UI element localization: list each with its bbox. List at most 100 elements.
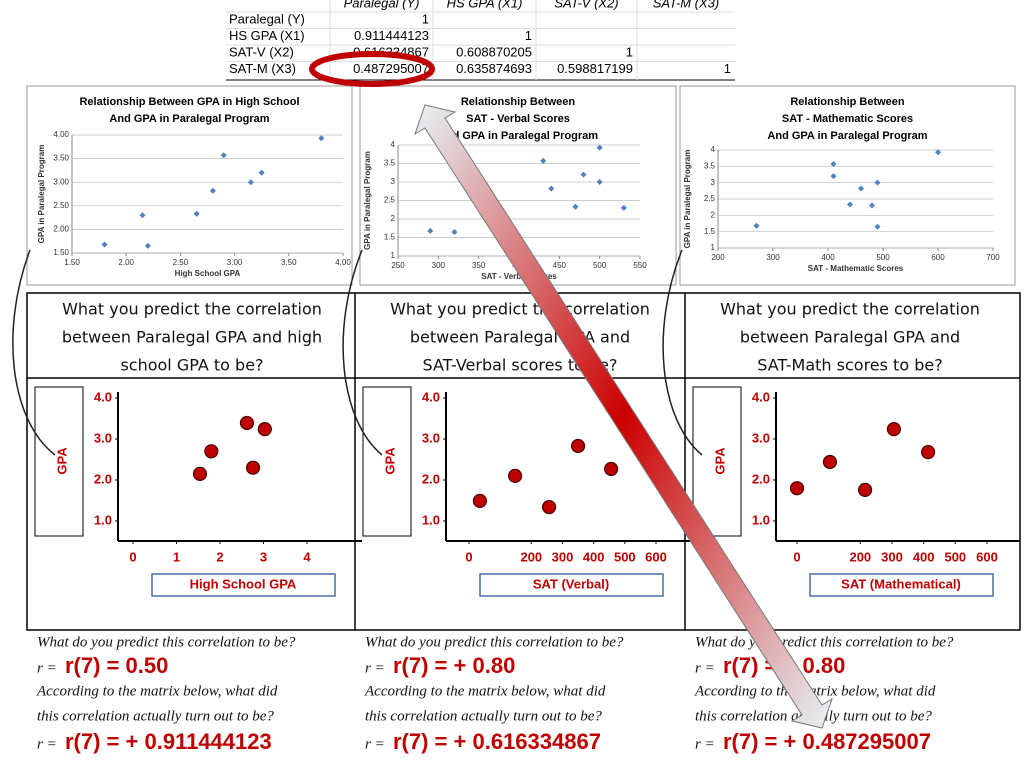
x-tick-label: 1 — [173, 549, 180, 564]
column-header: SAT-V (X2) — [554, 0, 618, 10]
question: between Paralegal GPA and — [740, 328, 960, 347]
y-tick-label: 3.50 — [53, 154, 69, 163]
prediction-panel: What you predict the correlation between … — [354, 293, 690, 754]
x-tick-label: 300 — [766, 253, 780, 262]
y-tick-label: 3 — [391, 177, 396, 186]
y-tick-label: 4.0 — [752, 389, 770, 404]
data-point — [139, 212, 146, 219]
cell-value: 0.487295007 — [353, 61, 429, 76]
y-tick-label: 2 — [711, 210, 716, 219]
y-tick-label: 1 — [391, 251, 396, 260]
x-tick-label: 550 — [633, 261, 647, 270]
prediction-panels: What you predict the correlation between … — [26, 292, 1021, 754]
data-point — [209, 187, 216, 194]
y-tick-label: 3.0 — [752, 430, 770, 445]
data-point — [245, 460, 261, 475]
prediction-panel: What you predict the correlation between … — [684, 293, 1020, 754]
x-tick-label: 0 — [129, 549, 136, 564]
question: SAT-Math scores to be? — [757, 356, 942, 375]
prompt: What do you predict this correlation to … — [365, 634, 624, 650]
x-tick-label: 500 — [593, 261, 607, 270]
data-point — [318, 135, 325, 142]
prompt: this correlation actually turn out to be… — [37, 708, 274, 724]
y-tick-label: 4.0 — [94, 389, 112, 404]
data-point — [144, 242, 151, 249]
y-tick-label: 1.5 — [384, 233, 396, 242]
x-label-box — [479, 573, 664, 597]
row-label: SAT-M (X3) — [229, 61, 296, 76]
data-point — [258, 169, 265, 176]
data-point — [580, 171, 587, 178]
x-tick-label: 2.00 — [118, 258, 134, 267]
x-tick-label: 500 — [876, 253, 890, 262]
excel-chart: Relationship Between GPA in High School A… — [26, 85, 353, 286]
cell-value: 0.598817199 — [557, 61, 633, 76]
data-point — [789, 481, 805, 496]
y-tick-label: 1.0 — [422, 512, 440, 527]
question: between Paralegal GPA and — [410, 328, 630, 347]
cell-value: 0.911444123 — [354, 28, 429, 43]
chart-frame — [679, 85, 1016, 286]
x-tick-label: 600 — [931, 253, 945, 262]
y-tick-label: 2.0 — [422, 471, 440, 486]
data-point — [204, 444, 219, 459]
data-point — [874, 223, 881, 230]
y-axis-label: GPA — [54, 447, 69, 475]
link-arrow — [414, 104, 833, 729]
data-point — [257, 422, 272, 437]
x-tick-label: 300 — [881, 549, 903, 564]
data-point — [830, 173, 837, 180]
column-header: Paralegal (Y) — [344, 0, 420, 10]
x-tick-label: 300 — [552, 549, 574, 564]
x-tick-label: 400 — [821, 253, 835, 262]
prediction-panel: What you predict the correlation between … — [34, 300, 362, 754]
curved-arrow — [12, 249, 56, 456]
cell-value: 1 — [422, 11, 429, 26]
data-point — [548, 185, 555, 192]
y-tick-label: 4.00 — [53, 130, 69, 139]
data-point — [570, 438, 586, 454]
y-tick-label: 2.5 — [384, 196, 396, 205]
data-point — [508, 468, 523, 483]
chart-frame — [26, 85, 353, 286]
y-tick-label: 3.00 — [53, 177, 69, 186]
y-label-box — [34, 386, 84, 537]
x-axis-label: SAT - Verbal Scores — [481, 272, 557, 281]
actual-answer: r(7) = + 0.911444123 — [65, 729, 272, 754]
correlation-matrix: Paralegal (Y) HS GPA (X1) SAT-V (X2) SAT-M … — [226, 0, 735, 81]
y-axis-label: GPA in Paralegal Program — [683, 150, 692, 249]
y-tick-label: 3.0 — [94, 430, 112, 445]
question: What you predict the correlation — [62, 300, 322, 319]
x-tick-label: 200 — [711, 253, 725, 262]
data-point — [869, 202, 875, 209]
data-point — [857, 482, 873, 497]
chart-title: And GPA in Paralegal Program — [109, 113, 269, 125]
y-tick-label: 3.0 — [422, 430, 440, 445]
data-point — [472, 493, 488, 509]
data-point — [427, 227, 434, 234]
data-point — [753, 222, 760, 229]
row-label: Paralegal (Y) — [229, 11, 305, 26]
y-tick-label: 2.50 — [53, 201, 69, 210]
data-point — [874, 179, 881, 186]
y-tick-label: 2.0 — [94, 471, 112, 486]
x-tick-label: 2.50 — [173, 258, 189, 267]
chart-title: SAT - Verbal Scores — [466, 113, 570, 125]
cell-value: 0.608870205 — [456, 44, 532, 59]
answer-prefix: r = — [37, 660, 57, 676]
y-tick-label: 2.5 — [704, 194, 716, 203]
x-tick-label: 2 — [216, 549, 223, 564]
data-point — [540, 157, 547, 164]
x-tick-label: 200 — [520, 549, 542, 564]
prompt: this correlation actually turn out to be… — [365, 708, 602, 724]
overlay — [12, 51, 833, 729]
prompt: What do you predict this correlation to … — [37, 634, 296, 650]
data-point — [596, 179, 603, 185]
question: What you predict the correlation — [390, 300, 650, 319]
question: school GPA to be? — [120, 356, 263, 375]
answer-prefix: r = — [365, 736, 385, 752]
y-tick-label: 2.00 — [53, 225, 69, 234]
answer-prefix: r = — [37, 736, 57, 752]
predicted-answer: r(7) = 0.50 — [65, 653, 168, 678]
data-point — [830, 161, 837, 168]
